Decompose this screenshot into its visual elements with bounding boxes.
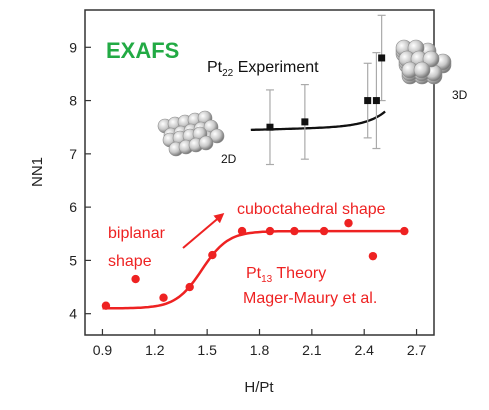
theory-point-4: [208, 250, 217, 260]
experiment-point-0: [266, 123, 274, 131]
experiment-legend-label: Pt22 Experiment: [207, 59, 319, 79]
theory-point-5: [237, 226, 247, 236]
x-tick-label-4: 2.1: [302, 342, 322, 358]
x-tick-label-6: 2.7: [407, 342, 427, 358]
experiment-point-2: [364, 97, 372, 105]
y-axis-label: NN1: [29, 157, 46, 187]
theory-label-main: Pt: [246, 265, 262, 282]
theory-point-3: [185, 282, 194, 292]
cuboctahedral-label: cuboctahedral shape: [237, 201, 386, 218]
theory-point-11: [400, 226, 409, 236]
y-tick-label-1: 5: [69, 252, 77, 268]
experiment-label-rest: Experiment: [233, 59, 319, 76]
x-tick-label-2: 1.5: [197, 342, 217, 358]
theory-label-sub: 13: [261, 274, 273, 285]
theory-point-1: [131, 274, 140, 284]
theory-legend-label: Pt13 Theory: [246, 265, 326, 285]
x-tick-label-0: 0.9: [93, 342, 113, 358]
theory-point-8: [319, 226, 329, 236]
biplanar-label-line1: biplanar: [108, 225, 166, 242]
cluster-2d-atom-22: [198, 135, 214, 151]
data-points: [101, 54, 409, 310]
axes: 0.9 1.2 1.5 1.8 2.1 2.4 2.7 4 5 6 7 8 9: [69, 39, 426, 358]
error-bars: [265, 14, 386, 166]
x-axis-label: H/Pt: [244, 379, 274, 396]
x-tick-label-1: 1.2: [145, 342, 165, 358]
y-tick-label-2: 6: [69, 199, 77, 215]
theory-point-0: [101, 301, 111, 310]
theory-label-rest: Theory: [272, 265, 326, 282]
theory-point-6: [265, 226, 275, 236]
cluster-2d-picture: [157, 110, 225, 157]
experiment-point-4: [378, 54, 386, 62]
cluster-3d-atom-24: [422, 50, 440, 68]
theory-fit-curve: [102, 229, 408, 310]
label-3d: 3D: [452, 88, 468, 102]
exafs-label: EXAFS: [106, 38, 179, 63]
y-tick-label-5: 9: [69, 39, 77, 55]
theory-point-2: [159, 293, 168, 302]
theory-reference-label: Mager-Maury et al.: [243, 290, 377, 307]
biplanar-label-line2: shape: [108, 253, 152, 270]
theory-point-10: [368, 251, 378, 261]
theory-point-7: [290, 226, 299, 236]
y-tick-label-4: 8: [69, 93, 77, 109]
experiment-label-sub: 22: [222, 68, 234, 79]
label-2d: 2D: [221, 152, 237, 166]
x-tick-label-3: 1.8: [250, 342, 270, 358]
x-tick-label-5: 2.4: [354, 342, 374, 358]
experiment-point-1: [301, 118, 309, 126]
cluster-3d-picture: [395, 39, 452, 85]
experiment-label-main: Pt: [207, 59, 223, 76]
cluster-2d-atom-14: [209, 128, 225, 144]
experiment-point-3: [372, 97, 380, 105]
y-tick-label-3: 7: [69, 146, 77, 162]
transition-arrow: [182, 213, 225, 249]
cluster-3d-atom-26: [413, 61, 431, 79]
y-tick-label-0: 4: [69, 306, 77, 322]
theory-point-9: [344, 218, 353, 228]
